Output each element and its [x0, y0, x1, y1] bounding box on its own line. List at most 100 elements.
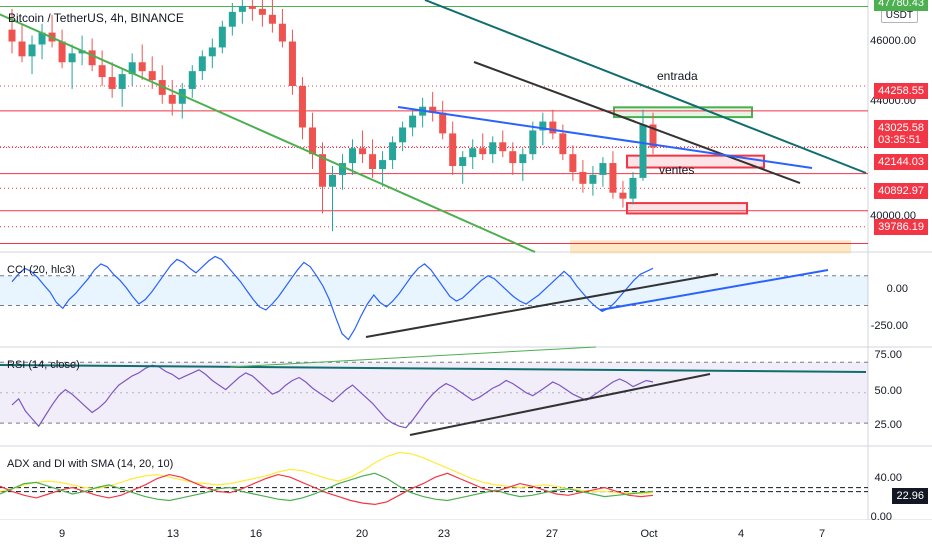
candle-body-61 [619, 192, 627, 199]
candle-body-2 [28, 44, 36, 57]
candle-body-19 [198, 56, 206, 72]
candle-body-36 [369, 154, 377, 169]
annotation-entrada: entrada [657, 69, 698, 83]
price-label-44258: 44258.55 [874, 83, 928, 99]
candle-body-59 [599, 163, 607, 175]
candle-body-52 [529, 130, 537, 155]
rsi-legend[interactable]: RSI (14, close) [7, 359, 80, 371]
candle-body-28 [288, 41, 296, 86]
rsi-line [11, 364, 654, 429]
candle-body-53 [539, 121, 547, 131]
candle-body-40 [409, 115, 417, 128]
price-label-47780: 47780.43 [874, 0, 928, 11]
cci-line [11, 255, 654, 341]
price-label-42144: 42144.03 [874, 154, 928, 170]
adx-series-0 [0, 451, 654, 495]
x-tick-13: 13 [166, 528, 180, 540]
x-tick-23: 23 [437, 528, 451, 540]
zone-sell-2 [626, 202, 748, 215]
candle-body-35 [359, 148, 367, 155]
x-tick-27: 27 [545, 528, 559, 540]
candle-body-20 [208, 47, 216, 57]
candle-body-6 [68, 53, 76, 63]
cci-legend[interactable]: CCI (20, hlc3) [7, 264, 75, 276]
candle-body-51 [519, 154, 527, 164]
trendline-green-descending [0, 13, 536, 253]
x-tick-16: 16 [249, 528, 263, 540]
candle-body-29 [298, 85, 306, 128]
candle-body-3 [38, 32, 46, 45]
candle-body-62 [629, 177, 637, 199]
candle-body-39 [399, 127, 407, 143]
candle-body-5 [58, 41, 66, 63]
rsi-trendline-teal [0, 364, 867, 373]
rsi-tick-50: 50.00 [874, 385, 902, 397]
trendline-teal-descending [424, 0, 867, 174]
trendline-blue-descending [397, 106, 813, 169]
candle-body-13 [138, 62, 146, 72]
candle-body-49 [499, 142, 507, 152]
candle-body-8 [88, 50, 96, 66]
candle-body-43 [439, 112, 447, 134]
candle-body-45 [459, 157, 467, 167]
candle-body-63 [639, 124, 647, 178]
candle-body-0 [8, 29, 16, 42]
candle-body-38 [389, 142, 397, 161]
x-tick-7: 7 [818, 528, 826, 540]
zone-sell-3 [570, 240, 851, 254]
candle-body-50 [509, 151, 517, 164]
candle-body-11 [118, 74, 126, 89]
candle-body-24 [248, 5, 256, 9]
candle-body-58 [589, 174, 597, 184]
adx-tick-0: 0.00 [870, 511, 892, 523]
candle-body-10 [108, 77, 116, 89]
candle-body-46 [469, 148, 477, 158]
candle-body-12 [128, 62, 136, 75]
candle-body-57 [579, 171, 587, 184]
candle-body-42 [429, 106, 437, 113]
cci-trendline-black [365, 273, 719, 338]
candle-body-16 [168, 94, 176, 104]
candle-body-37 [379, 160, 387, 169]
candle-body-21 [218, 26, 226, 48]
candle-body-55 [559, 133, 567, 155]
annotation-ventes: ventes [659, 163, 695, 177]
cci-tick-0: 0.00 [886, 283, 908, 295]
adx-series-2 [0, 472, 654, 502]
x-tick-20: 20 [355, 528, 369, 540]
adx-legend[interactable]: ADX and DI with SMA (14, 20, 10) [7, 458, 174, 470]
candle-body-23 [238, 5, 246, 12]
x-tick-9: 9 [58, 528, 66, 540]
price-label-40892: 40892.97 [874, 183, 928, 199]
x-tick-oct: Oct [640, 528, 658, 540]
rsi-tick-25: 25.00 [874, 419, 902, 431]
candle-body-64 [649, 124, 657, 148]
price-tick-46000: 46000.00 [870, 35, 916, 47]
adx-level-label: 22.96 [892, 488, 928, 504]
cci-trendline-blue [599, 269, 829, 311]
candle-body-1 [18, 41, 26, 57]
candle-body-56 [569, 154, 577, 172]
cci-band [0, 275, 868, 306]
candle-body-14 [148, 71, 156, 81]
time-axis [0, 520, 932, 550]
rsi-trendline-green [229, 346, 597, 368]
candle-body-60 [609, 163, 617, 193]
zone-entrada [613, 106, 753, 119]
rsi-trendline-black [409, 373, 711, 436]
adx-tick-40: 40.00 [874, 472, 902, 484]
candle-body-31 [318, 154, 326, 187]
candle-body-9 [98, 65, 106, 78]
last-price-value: 43025.58 [878, 122, 924, 134]
x-tick-4: 4 [737, 528, 745, 540]
candle-body-33 [339, 163, 347, 175]
candle-body-54 [549, 121, 557, 134]
price-label-last: 43025.58 03:35:51 [874, 120, 928, 148]
candle-body-34 [349, 148, 357, 164]
candle-body-25 [258, 8, 266, 15]
price-label-39786: 39786.19 [874, 219, 928, 235]
candle-body-26 [268, 14, 276, 24]
candle-body-44 [449, 133, 457, 167]
trendline-black-descending [473, 61, 801, 184]
candle-countdown: 03:35:51 [878, 134, 921, 146]
